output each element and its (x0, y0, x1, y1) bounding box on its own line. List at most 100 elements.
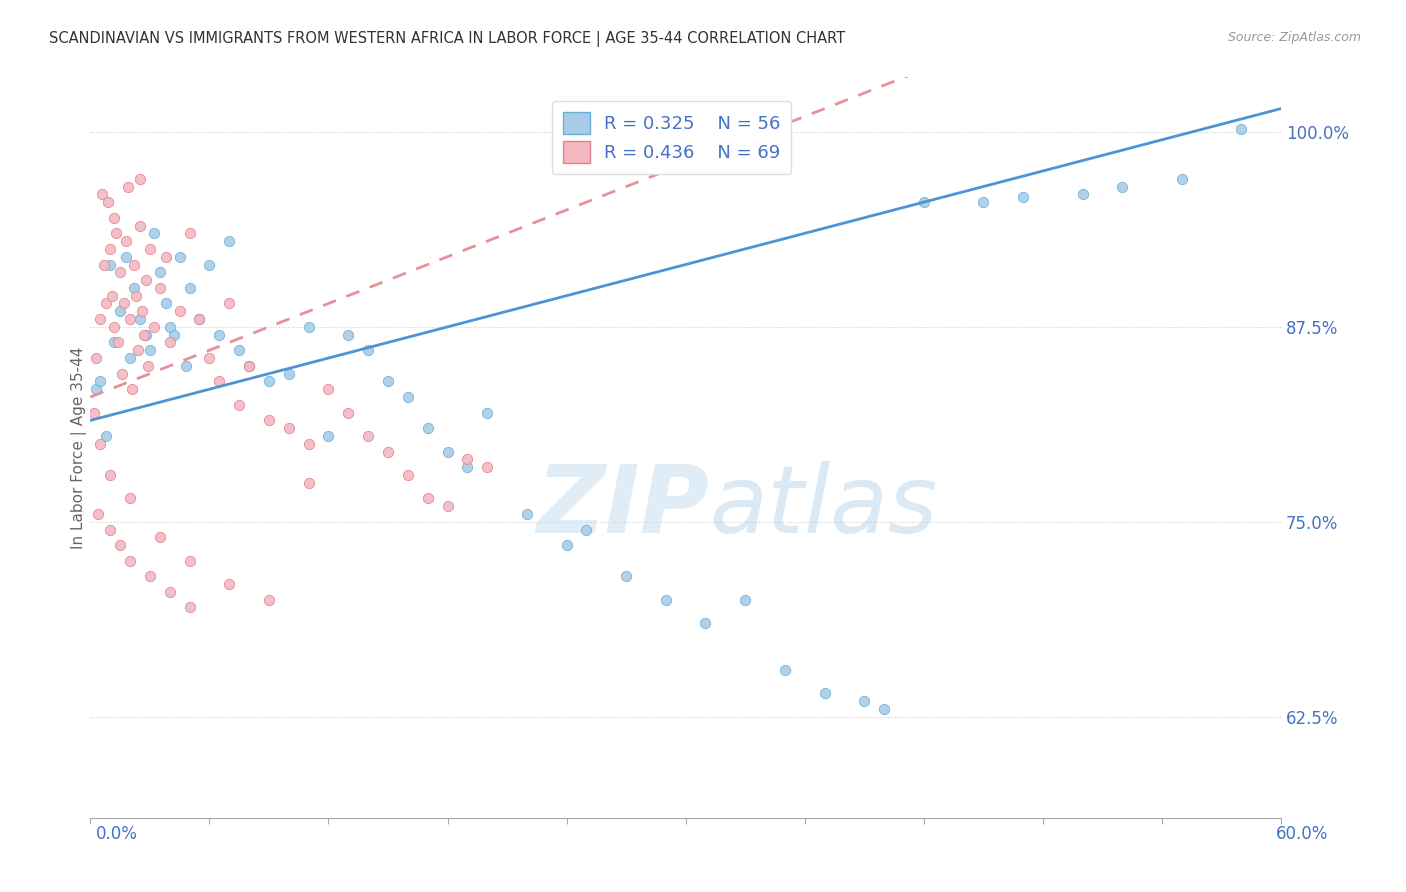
Point (135, 273, 157, 287)
Point (174, 359, 197, 373)
Point (179, 600, 201, 615)
Point (1170, 171, 1192, 186)
Point (456, 460, 478, 475)
Point (277, 421, 299, 435)
Text: 60.0%: 60.0% (1277, 825, 1329, 843)
Point (131, 304, 153, 318)
Point (155, 250, 177, 264)
Text: 0.0%: 0.0% (96, 825, 138, 843)
Point (118, 312, 141, 326)
Point (97, 195, 120, 210)
Point (179, 227, 201, 241)
Point (1111, 179, 1133, 194)
Point (477, 460, 499, 475)
Point (139, 343, 162, 358)
Point (298, 319, 321, 334)
Point (298, 475, 321, 490)
Point (118, 554, 141, 568)
Point (107, 335, 129, 350)
Point (103, 211, 125, 225)
Point (436, 444, 458, 458)
Point (105, 227, 128, 241)
Point (129, 219, 152, 233)
Point (337, 327, 360, 342)
Point (96, 429, 118, 443)
Point (972, 195, 994, 210)
Point (98, 467, 121, 482)
Point (1012, 190, 1035, 204)
Point (84, 351, 107, 365)
Point (655, 592, 678, 607)
Point (129, 171, 152, 186)
Point (198, 258, 221, 272)
Point (477, 406, 499, 420)
Point (238, 359, 260, 373)
Point (118, 491, 141, 506)
Point (98, 258, 121, 272)
Point (416, 421, 439, 435)
Point (734, 592, 756, 607)
Point (377, 444, 399, 458)
Point (129, 312, 152, 326)
Point (357, 429, 380, 443)
Point (257, 592, 280, 607)
Point (111, 367, 134, 381)
Point (115, 250, 138, 264)
Point (108, 538, 131, 552)
Point (108, 304, 131, 318)
Point (98, 523, 121, 537)
Point (218, 296, 240, 310)
Point (83, 406, 105, 420)
Point (149, 265, 172, 279)
Point (377, 375, 399, 389)
Point (103, 319, 125, 334)
Point (87, 507, 110, 521)
Point (179, 281, 201, 295)
Point (257, 375, 280, 389)
Point (139, 242, 162, 256)
Point (456, 452, 478, 467)
Point (238, 359, 260, 373)
Point (89, 437, 111, 451)
Point (132, 327, 155, 342)
Point (159, 319, 181, 334)
Point (112, 296, 135, 310)
Text: SCANDINAVIAN VS IMMIGRANTS FROM WESTERN AFRICA IN LABOR FORCE | AGE 35-44 CORREL: SCANDINAVIAN VS IMMIGRANTS FROM WESTERN … (49, 31, 845, 47)
Point (163, 327, 186, 342)
Point (122, 258, 145, 272)
Point (396, 467, 419, 482)
Point (121, 382, 143, 396)
Point (115, 234, 138, 248)
Point (912, 195, 935, 210)
Point (149, 530, 172, 544)
Point (89, 312, 111, 326)
Text: Source: ZipAtlas.com: Source: ZipAtlas.com (1227, 31, 1361, 45)
Point (142, 227, 165, 241)
Point (396, 390, 419, 404)
Point (179, 554, 201, 568)
Point (135, 327, 157, 342)
Point (298, 437, 321, 451)
Point (188, 312, 211, 326)
Point (188, 312, 211, 326)
Point (136, 359, 159, 373)
Legend: R = 0.325    N = 56, R = 0.436    N = 69: R = 0.325 N = 56, R = 0.436 N = 69 (551, 102, 792, 174)
Y-axis label: In Labor Force | Age 35-44: In Labor Force | Age 35-44 (72, 346, 87, 549)
Point (149, 281, 172, 295)
Point (1071, 187, 1094, 202)
Point (91, 187, 114, 202)
Point (318, 382, 340, 396)
Text: atlas: atlas (710, 461, 938, 552)
Point (159, 335, 181, 350)
Point (125, 288, 148, 302)
Point (122, 281, 145, 295)
Point (98, 242, 121, 256)
Point (139, 569, 162, 583)
Point (614, 569, 637, 583)
Point (318, 429, 340, 443)
Point (813, 686, 835, 700)
Point (155, 296, 177, 310)
Point (108, 265, 131, 279)
Point (773, 663, 796, 677)
Point (695, 615, 717, 630)
